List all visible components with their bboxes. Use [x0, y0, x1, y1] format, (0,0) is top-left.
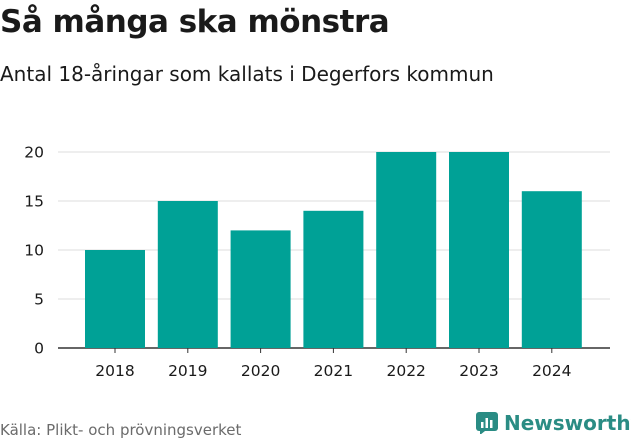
bar-chart: 0 5 10 15 20 2018 2019 2020 2021 2022 2023 2024	[24, 144, 610, 380]
y-tick-label: 5	[34, 291, 44, 309]
bar-2020	[230, 230, 291, 348]
x-tick-label: 2022	[386, 362, 425, 380]
y-tick-label: 20	[24, 144, 44, 162]
bar-2019	[157, 201, 218, 348]
chart-title: Så många ska mönstra	[0, 4, 390, 40]
x-axis-labels: 2018 2019 2020 2021 2022 2023 2024	[95, 348, 572, 380]
y-axis-labels: 0 5 10 15 20	[24, 144, 44, 358]
bars	[85, 152, 582, 348]
brand-name: Newsworthy	[504, 411, 631, 435]
x-tick-label: 2018	[95, 362, 134, 380]
x-tick-label: 2019	[168, 362, 207, 380]
bar-2024	[521, 191, 582, 348]
x-tick-label: 2023	[459, 362, 498, 380]
brand-logo: Newsworthy	[476, 409, 631, 437]
bar-chart-logo-icon	[476, 412, 498, 434]
x-tick-label: 2021	[314, 362, 353, 380]
bar-2021	[303, 210, 364, 348]
y-tick-label: 0	[34, 340, 44, 358]
chart-subtitle: Antal 18-åringar som kallats i Degerfors…	[0, 62, 494, 86]
bar-2023	[449, 152, 509, 348]
x-tick-label: 2020	[241, 362, 280, 380]
bar-2022	[376, 152, 437, 348]
x-tick-label: 2024	[532, 362, 571, 380]
source-note: Källa: Plikt- och prövningsverket	[0, 421, 242, 439]
y-tick-label: 10	[24, 242, 44, 260]
bar-2018	[85, 250, 145, 348]
y-tick-label: 15	[24, 193, 44, 211]
